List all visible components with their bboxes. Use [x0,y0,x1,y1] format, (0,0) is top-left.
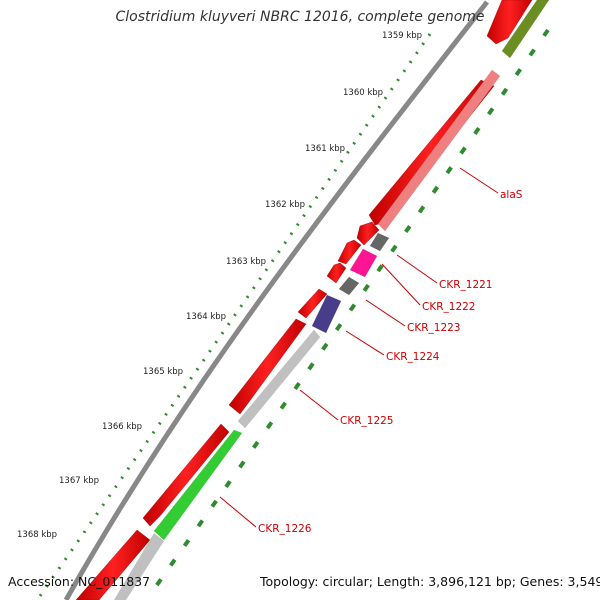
forward-cds-arrow [75,529,151,600]
gene-partial-grey [114,533,164,600]
scale-tick-label: 1364 kbp [186,312,226,322]
label-leaders [219,167,499,528]
backbone-line [63,0,489,600]
genome-title: Clostridium kluyveri NBRC 12016, complet… [115,9,485,25]
leader-line [381,263,421,306]
gene-label-ckr-1224: CKR_1224 [386,351,440,363]
gene-unlabeled [501,0,550,59]
leader-line [299,389,339,421]
forward-cds-arrow [326,262,347,284]
accession-text: Accession: NC_011837 [8,574,151,589]
gene-dash-track [150,28,550,594]
scale-tick-label: 1367 kbp [59,476,99,486]
forward-strand-track [75,0,533,600]
scale-tick-label: 1361 kbp [305,144,345,154]
gene-label-ckr-1226: CKR_1226 [258,523,312,535]
leader-line [365,299,406,327]
forward-cds-arrow [228,318,307,415]
gene-label-alas: alaS [500,189,523,201]
leader-line [396,254,438,284]
colored-gene-track [114,0,550,600]
tick-dotted-line [38,33,432,597]
leader-line [219,496,257,528]
gene-label-ckr-1225: CKR_1225 [340,415,393,427]
gene-label-ckr-1223: CKR_1223 [407,322,460,334]
forward-cds-arrow [356,221,380,246]
gene-labels: alaS CKR_1221 CKR_1222 CKR_1223 CKR_1224 CKR_… [258,189,523,535]
gene-alas [377,69,501,232]
scale-tick-label: 1359 kbp [382,31,422,41]
scale-tick-label: 1368 kbp [17,530,57,540]
scale-tick-label: 1363 kbp [226,257,266,267]
gene-ckr-1224 [311,294,342,334]
backbone [63,0,489,600]
gene-ckr-1221 [369,232,390,252]
scale-tick-label: 1360 kbp [343,88,383,98]
leader-line [459,167,499,194]
scale-tick-label: 1362 kbp [265,200,305,210]
gene-ckr-1226 [153,429,243,541]
scale-tick-label: 1366 kbp [102,422,142,432]
gene-label-ckr-1222: CKR_1222 [422,301,475,313]
genome-summary-text: Topology: circular; Length: 3,896,121 bp… [260,574,600,589]
scale-ticks: 1359 kbp 1360 kbp 1361 kbp 1362 kbp 1363 kbp… [17,31,432,597]
scale-tick-label: 1365 kbp [143,367,183,377]
gene-label-ckr-1221: CKR_1221 [439,279,492,291]
forward-cds-arrow [142,423,230,527]
forward-cds-arrow [297,288,328,319]
forward-cds-arrow [486,0,533,45]
forward-cds-arrow [337,239,362,265]
gene-dash-line [150,28,550,594]
gene-ckr-1223 [338,276,360,296]
leader-line [345,330,385,356]
gene-ckr-1225 [237,329,321,429]
gene-ckr-1222 [349,248,378,278]
